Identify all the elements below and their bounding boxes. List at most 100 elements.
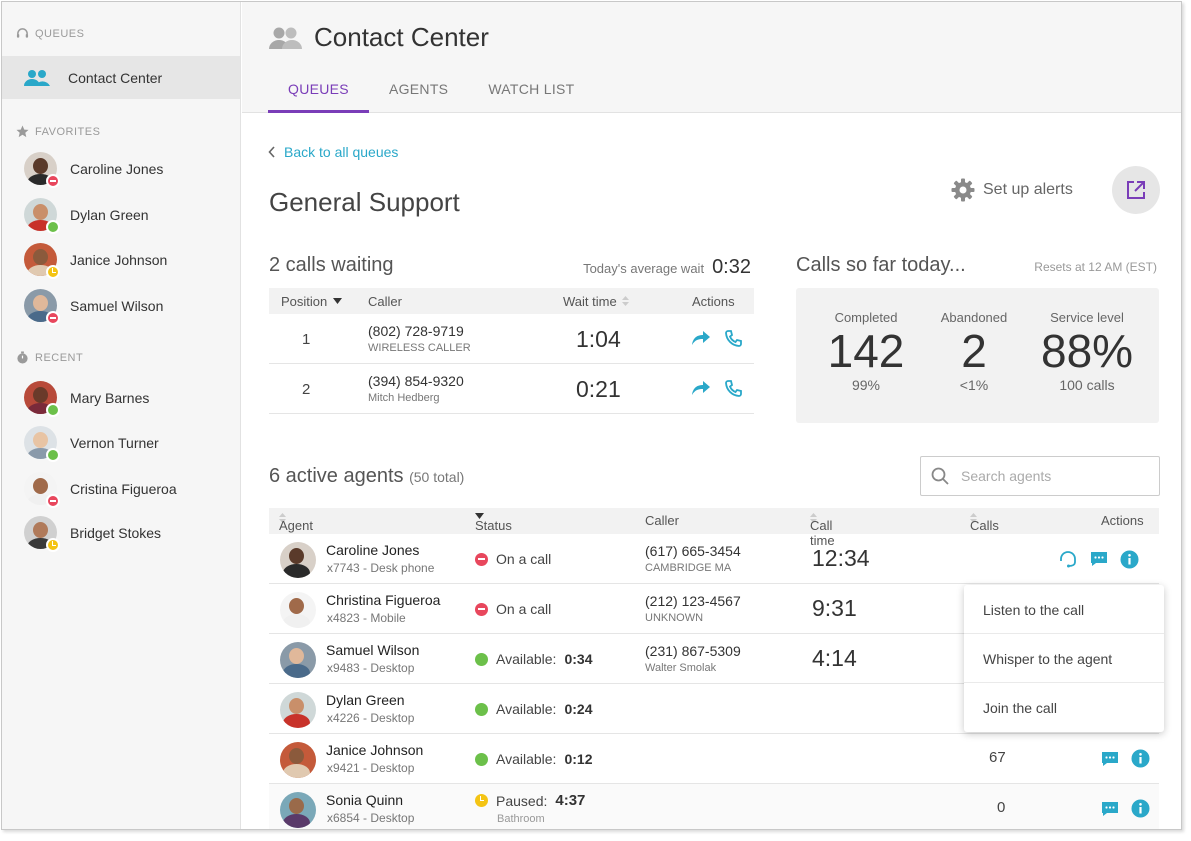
chevron-left-icon [268,146,275,158]
search-box [920,456,1160,496]
busy-status-icon [46,311,60,325]
headset-icon[interactable] [1058,549,1078,569]
sort-icon [621,296,629,306]
column-wait-time[interactable]: Wait time [563,294,629,309]
avatar [24,472,60,508]
column-agent[interactable]: Agent [279,513,313,533]
search-icon [931,467,949,485]
contact-name: Samuel Wilson [70,297,164,314]
calls-waiting-title: 2 calls waiting [269,254,394,276]
column-caller: Caller [645,513,679,528]
forward-icon[interactable] [691,330,711,346]
external-link-icon [1127,181,1145,199]
avatar [280,742,316,778]
agents-total: (50 total) [409,469,465,485]
avatar [24,152,60,188]
tab-agents[interactable]: AGENTS [388,81,449,97]
away-status-icon [475,794,488,807]
chat-icon[interactable] [1101,750,1119,768]
avatar [280,542,316,578]
menu-item-whisper[interactable]: Whisper to the agent [964,634,1164,683]
phone-icon[interactable] [725,380,742,397]
info-icon[interactable] [1120,550,1139,569]
sidebar-item-contact-center[interactable]: Contact Center [2,56,240,99]
avatar [24,198,60,234]
sidebar-favorite[interactable]: Dylan Green [24,198,149,234]
available-status-icon [475,702,488,716]
set-up-alerts-button[interactable]: Set up alerts [951,178,1073,202]
favorites-section-label: FAVORITES [16,125,100,138]
contact-name: Dylan Green [70,206,149,223]
recent-section-label: RECENT [16,351,83,364]
busy-status-icon [46,174,60,188]
avatar [24,426,60,462]
busy-status-icon [46,494,60,508]
column-calls[interactable]: Calls [970,513,999,533]
agent-status: On a call [475,601,551,617]
sidebar-recent[interactable]: Mary Barnes [24,381,150,417]
sidebar-recent[interactable]: Vernon Turner [24,426,159,462]
sidebar-recent[interactable]: Cristina Figueroa [24,472,177,508]
back-link[interactable]: Back to all queues [268,144,398,160]
star-icon [16,125,29,138]
group-icon [269,27,302,49]
popout-button[interactable] [1112,166,1160,214]
contact-name: Bridget Stokes [70,524,162,541]
table-row: 1 (802) 728-9719 WIRELESS CALLER 1:04 [269,314,754,364]
column-position[interactable]: Position [281,294,343,309]
table-row: Sonia Quinn x6854 - Desktop Paused: 4:37 … [269,784,1159,829]
resets-note: Resets at 12 AM (EST) [1034,260,1157,274]
sort-icon [970,513,977,523]
menu-item-join[interactable]: Join the call [983,700,1057,716]
sidebar-favorite[interactable]: Janice Johnson [24,243,168,279]
calls-today-title: Calls so far today... [796,254,966,276]
forward-icon[interactable] [691,380,711,396]
contact-name: Vernon Turner [70,434,159,451]
calls-waiting-table: Position Caller Wait time Actions 1 (802… [269,288,754,414]
sort-down-icon [333,298,343,304]
tab-queues[interactable]: QUEUES [268,68,369,113]
sidebar-favorite[interactable]: Samuel Wilson [24,289,164,325]
available-status-icon [475,652,488,666]
table-row: Christina Figueroa x4823 - Mobile On a c… [269,584,1159,634]
app-window: QUEUES Contact Center FAVORITES Caroline… [1,1,1182,830]
avatar [280,642,316,678]
agent-status: Available: 0:12 [475,751,592,767]
sort-down-icon [475,513,484,519]
tab-watch-list[interactable]: WATCH LIST [488,81,575,97]
table-header: Position Caller Wait time Actions [269,288,754,314]
table-row: 2 (394) 854-9320 Mitch Hedberg 0:21 [269,364,754,414]
call-actions-menu: Listen to the call Whisper to the agent … [964,585,1164,732]
column-caller: Caller [368,293,402,309]
contact-name: Caroline Jones [70,160,164,177]
contact-name: Mary Barnes [70,389,150,406]
sidebar-item-label: Contact Center [68,69,163,86]
info-icon[interactable] [1131,799,1150,818]
avatar [280,592,316,628]
available-status-icon [46,448,60,462]
tab-bar: QUEUES AGENTS WATCH LIST [268,68,595,113]
column-call-time[interactable]: Call time [810,513,835,548]
busy-status-icon [475,552,488,566]
calls-today-stats: Completed 142 99% Abandoned 2 <1% Servic… [796,288,1159,423]
agent-status: Available: 0:24 [475,701,592,717]
header: Contact Center QUEUES AGENTS WATCH LIST [242,2,1181,113]
column-status[interactable]: Status [475,513,512,533]
agent-status: Available: 0:34 [475,651,592,667]
info-icon[interactable] [1131,749,1150,768]
avatar [24,381,60,417]
stat-completed: Completed 142 99% [827,310,905,393]
sidebar-recent[interactable]: Bridget Stokes [24,516,162,552]
table-row: Janice Johnson x9421 - Desktop Available… [269,734,1159,784]
contact-name: Janice Johnson [70,251,168,268]
chat-icon[interactable] [1090,550,1108,568]
search-agents-input[interactable] [961,468,1141,484]
sidebar: QUEUES Contact Center FAVORITES Caroline… [2,2,241,829]
column-actions: Actions [1101,513,1144,528]
sidebar-favorite[interactable]: Caroline Jones [24,152,164,188]
chat-icon[interactable] [1101,800,1119,818]
avatar [24,516,60,552]
active-agents-title: 6 active agents (50 total) [269,465,465,487]
phone-icon[interactable] [725,330,742,347]
menu-item-listen[interactable]: Listen to the call [964,585,1164,634]
